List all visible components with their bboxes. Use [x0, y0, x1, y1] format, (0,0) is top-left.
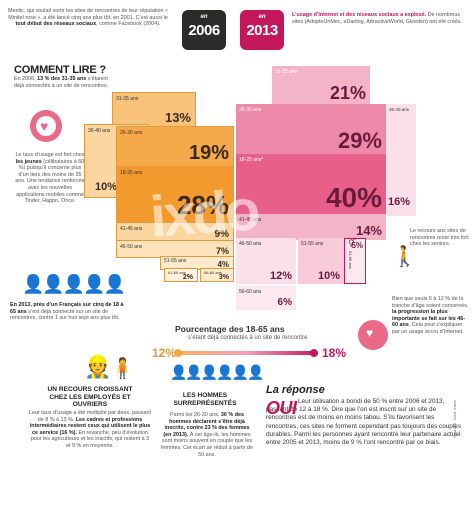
block-value: 9% [214, 229, 229, 240]
block-value: 10% [95, 181, 118, 193]
badge-2013-year: 2013 [246, 22, 278, 39]
block-2013-51-55: 51-55 ans 10% [298, 238, 344, 284]
block-2013-46-50: 46-50 ans 12% [236, 238, 296, 284]
senior-icon: ⚥ [348, 238, 357, 248]
hommes-title: LES HOMMES SURREPRÉSENTÉS [173, 392, 237, 407]
block-label: 56-60 ans [239, 289, 262, 295]
hommes-text: Parmi les 26-30 ans, 36 % des hommes déc… [161, 412, 253, 458]
block-label: 56-60 ans [204, 270, 222, 275]
comment-lire-title: COMMENT LIRE ? [14, 64, 106, 76]
block-label: 61-65 ans [348, 251, 353, 269]
block-label: 18-25 ans [120, 170, 143, 176]
recours-text: Leur taux d’usage a été multiplié par de… [29, 410, 151, 449]
block-label: 51-55 ans [164, 258, 187, 264]
block-value: 2% [182, 274, 193, 281]
block-label: 26-30 ans [120, 130, 143, 136]
block-label: 36-40 ans [88, 128, 111, 134]
block-2013-61-65: 61-65 ans 5% [344, 238, 366, 284]
block-label: 31-35 ans [275, 69, 298, 75]
gauge-bar [174, 351, 318, 355]
block-2006-26-30: 26-30 ans 19% [116, 126, 234, 168]
block-2013-41-45: 41-45 ans 14% [236, 214, 386, 240]
block-value: 6% [277, 297, 292, 308]
men-women-icon-row: 👤👤👤👤👤👤 [170, 364, 265, 380]
block-2006-31-35: 31-35 ans 13% [112, 92, 196, 128]
worker-icon: 👷 [84, 354, 112, 379]
badge-2006-year: 2006 [188, 22, 220, 39]
progression-text: Bien que seuls 6 à 12 % de la tranche d’… [392, 296, 469, 335]
block-value: 3% [218, 274, 229, 281]
gauge-start-icon [174, 349, 182, 357]
block-value: 28% [176, 190, 229, 220]
block-value: 14% [355, 223, 382, 238]
couple-ring-icon [358, 320, 388, 350]
gauge-right-value: 18% [322, 346, 347, 360]
reponse-text: Leur utilisation a bondi de 50 % entre 2… [266, 398, 462, 447]
block-label: 51-55 ans [301, 241, 324, 247]
gauge-title: Pourcentage des 18-65 ans [175, 324, 285, 334]
block-value: 13% [164, 110, 191, 125]
block-value: 5% [351, 241, 363, 250]
france-text: En 2013, près d’un Français sur cinq de … [10, 302, 124, 322]
block-value: 4% [217, 260, 229, 269]
block-label: 61-65 ans [168, 270, 186, 275]
block-value: 21% [329, 83, 366, 103]
watermark: ixdo [147, 177, 260, 250]
block-label: 41-45 ans [120, 226, 143, 232]
senior-person-icon: 🚶 [392, 246, 417, 268]
people-icon-row: 👤👤👤👤👤 [22, 274, 126, 294]
block-value: 19% [188, 142, 229, 164]
heart-ring-icon [30, 110, 62, 142]
block-label: 46-50 ans [239, 241, 262, 247]
couple-icon: ♥ [366, 326, 374, 340]
block-value: 29% [337, 128, 382, 153]
block-label: 26-30 ans [239, 107, 262, 113]
usage-youth-text: Le taux d’usage est fort chez les jeunes… [15, 152, 85, 205]
intro-right-text: L’usage d’Internet et des réseaux sociau… [292, 12, 463, 25]
block-label: 31-35 ans [116, 96, 139, 102]
block-2013-56-60: 56-60 ans 6% [236, 286, 296, 310]
block-2013-31-35: 31-35 ans 21% [272, 66, 370, 106]
block-label: 41-45 ans [239, 217, 262, 223]
block-2013-36-40: 36-40 ans 16% [386, 104, 416, 216]
block-value: 12% [269, 270, 292, 282]
block-label: 46-50 ans [120, 244, 143, 250]
heart-icon: ♥ [40, 118, 49, 134]
block-label: 18-25 ans* [239, 157, 264, 163]
badge-2013-prefix: en [258, 14, 266, 20]
employee-icon: 🧍 [110, 358, 135, 380]
badge-2013: en 2013 [240, 10, 284, 50]
badge-2006-prefix: en [200, 14, 208, 20]
credit: Sources : Ined, Insee [452, 400, 457, 438]
reponse-oui: OUI [266, 398, 297, 418]
recours-title: UN RECOURS CROISSANT CHEZ LES EMPLOYÉS E… [47, 386, 133, 408]
gauge-end-icon [310, 349, 318, 357]
block-2006-56-60: 56-60 ans 3% [200, 268, 234, 282]
badge-2006: en 2006 [182, 10, 226, 50]
seniors-text: Le recours aux sites de rencontres reste… [410, 228, 469, 248]
gauge-subtitle: s’étant déjà connectés à un site de renc… [188, 335, 308, 341]
reponse-title: La réponse [266, 384, 325, 396]
block-value: 7% [215, 246, 229, 256]
gauge-left-value: 12% [152, 346, 177, 360]
block-value: 10% [317, 270, 340, 282]
block-2006-61-65: 61-65 ans 2% [164, 268, 198, 282]
block-2013-26-30: 26-30 ans 29% [236, 104, 386, 156]
block-value: 40% [325, 182, 382, 213]
block-label: 36-40 ans [389, 107, 410, 112]
intro-left-text: Meetic, qui voulait sortir les sites de … [8, 8, 169, 28]
comment-lire-text: En 2006, 13 % des 31-35 ans s’étaient dé… [14, 76, 109, 89]
block-value: 16% [388, 196, 411, 208]
block-2013-18-25: 18-25 ans* 40% [236, 154, 386, 216]
